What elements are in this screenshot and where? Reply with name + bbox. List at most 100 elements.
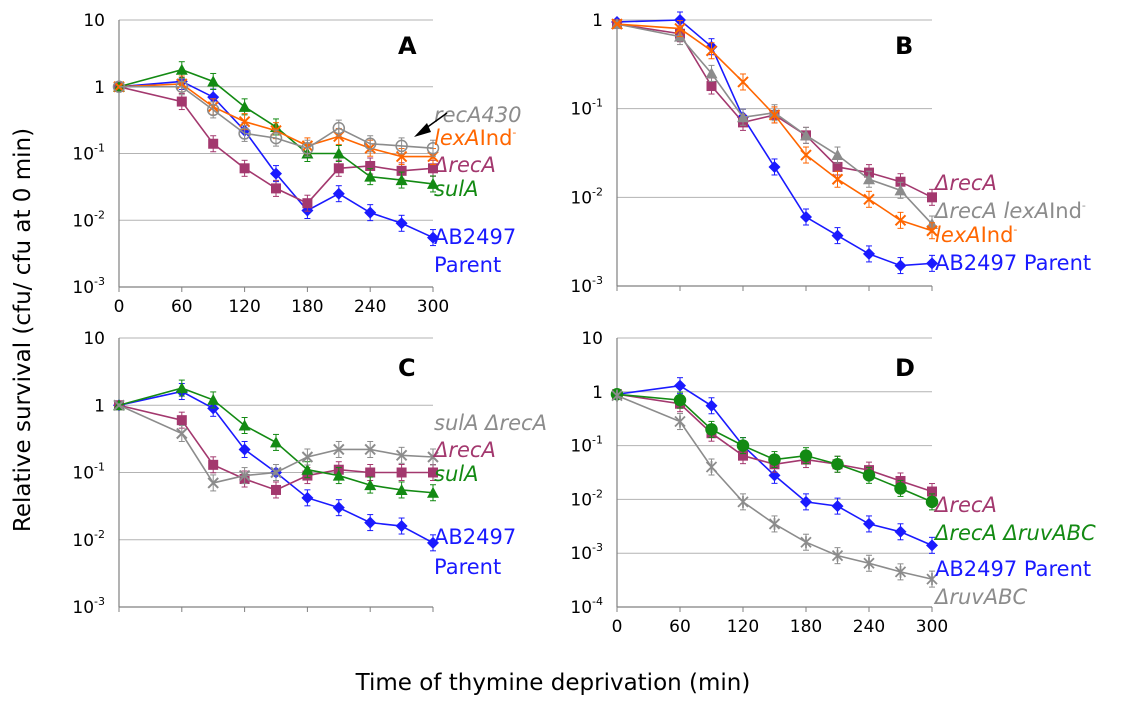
x-tick-label: 240 xyxy=(354,297,386,317)
arrow-head xyxy=(414,123,431,137)
x-tick-label: 60 xyxy=(171,297,193,317)
data-point xyxy=(427,451,439,463)
data-point xyxy=(927,486,937,497)
data-point xyxy=(301,491,314,504)
data-point xyxy=(863,517,875,530)
series-sula xyxy=(113,379,439,502)
legend-label: ΔrecA xyxy=(432,153,496,177)
legend-label: lexAInd- xyxy=(434,126,516,150)
series-line xyxy=(118,80,434,239)
data-point xyxy=(863,193,875,206)
series-ab2497-parent xyxy=(611,11,938,275)
data-point xyxy=(673,393,687,407)
data-point xyxy=(894,565,907,578)
data-point xyxy=(705,423,718,436)
data-point xyxy=(207,91,220,104)
data-point xyxy=(364,206,377,219)
legend-label: lexAInd- xyxy=(935,223,1017,247)
data-point xyxy=(270,436,282,448)
series-line xyxy=(118,85,434,205)
data-point xyxy=(737,495,749,508)
data-point xyxy=(207,477,219,489)
data-point xyxy=(895,176,906,187)
data-point xyxy=(270,466,282,479)
data-point xyxy=(428,163,438,174)
y-tick-label: 1 xyxy=(592,383,603,403)
series--reca-lexaind- xyxy=(611,18,938,233)
legend-label: ΔrecA lexAInd- xyxy=(933,199,1086,223)
data-point xyxy=(238,469,251,482)
data-point xyxy=(175,63,188,75)
data-point xyxy=(302,198,313,209)
data-point xyxy=(831,458,844,471)
y-tick-label: 10-1 xyxy=(72,142,105,165)
data-point xyxy=(395,150,408,163)
data-point xyxy=(799,449,813,462)
y-tick-label: 1 xyxy=(94,396,105,416)
data-point xyxy=(768,160,781,173)
data-point xyxy=(862,469,876,482)
data-point xyxy=(926,225,938,237)
y-tick-label: 1 xyxy=(94,78,105,98)
x-tick-label: 0 xyxy=(612,617,623,637)
data-point xyxy=(176,415,187,426)
data-point xyxy=(238,127,251,140)
data-point xyxy=(395,483,408,495)
y-tick-label: 10-3 xyxy=(72,275,105,298)
series-sula-reca xyxy=(113,399,439,492)
data-point xyxy=(611,389,623,402)
data-point xyxy=(238,100,251,112)
y-tick-label: 10-4 xyxy=(570,595,603,618)
data-point xyxy=(738,450,748,461)
data-point xyxy=(395,217,408,230)
data-point xyxy=(705,399,718,412)
data-point xyxy=(207,393,220,405)
data-point xyxy=(364,443,376,456)
data-point xyxy=(176,427,188,440)
y-tick-label: 10-1 xyxy=(570,97,603,120)
data-point xyxy=(674,415,686,428)
data-point xyxy=(926,539,938,552)
data-point xyxy=(176,96,187,107)
data-point xyxy=(271,484,281,495)
legend-label: AB2497 Parent xyxy=(935,557,1091,581)
data-point xyxy=(332,469,345,481)
legend-label: sulA xyxy=(434,177,478,201)
data-point xyxy=(269,131,283,145)
y-tick-label: 10-2 xyxy=(72,528,105,551)
series-line xyxy=(616,384,933,547)
data-point xyxy=(208,138,219,149)
series-line xyxy=(616,23,933,225)
legend-label: AB2497 Parent xyxy=(935,251,1091,275)
y-tick-label: 10-2 xyxy=(72,208,105,231)
series-line xyxy=(616,19,933,267)
y-tick-label: 10 xyxy=(83,11,105,31)
data-point xyxy=(395,520,408,533)
data-point xyxy=(395,139,408,153)
x-tick-label: 120 xyxy=(727,617,759,637)
legend-label: ΔrecA ΔruvABC xyxy=(933,521,1096,545)
legend-label: Parent xyxy=(434,555,501,579)
legend-label: ΔrecA xyxy=(933,493,997,517)
panel-b: 1 10-1 10-2 10-3 B ΔrecA ΔrecA lexAInd-lexAInd… xyxy=(570,11,1091,297)
data-point xyxy=(800,211,812,224)
data-point xyxy=(427,536,439,549)
data-point xyxy=(112,80,126,93)
data-point xyxy=(395,174,408,186)
legend-label: recA430 xyxy=(434,103,522,127)
data-point xyxy=(238,115,251,128)
y-tick-label: 10-2 xyxy=(570,487,603,510)
legend-label: AB2497 xyxy=(434,225,516,249)
data-point xyxy=(332,187,345,200)
data-point xyxy=(674,14,686,26)
data-point xyxy=(927,192,937,203)
y-tick-label: 10 xyxy=(581,329,603,349)
data-point xyxy=(705,67,718,79)
data-point xyxy=(674,379,686,392)
data-point xyxy=(736,439,750,452)
data-point xyxy=(396,165,407,176)
legend-label: sulA xyxy=(434,462,478,486)
series-line xyxy=(616,393,933,493)
x-tick-label: 300 xyxy=(916,617,948,637)
